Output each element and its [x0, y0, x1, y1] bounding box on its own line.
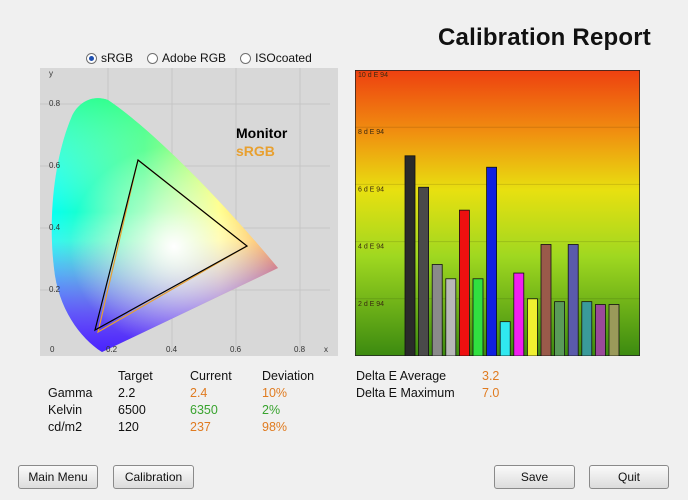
kelvin-current: 6350	[190, 403, 218, 417]
y-tick-label: 10 d E 94	[358, 72, 388, 79]
gamut-selector: sRGB Adobe RGB ISOcoated	[86, 51, 312, 65]
radio-label: Adobe RGB	[162, 51, 227, 65]
radio-srgb[interactable]: sRGB	[86, 51, 133, 65]
gamma-current: 2.4	[190, 386, 208, 400]
delta-e-bar	[581, 301, 593, 356]
tick-label: 0.6	[49, 161, 61, 170]
delta-e-bar	[526, 298, 538, 356]
delta-e-bar	[418, 186, 429, 356]
page-title: Calibration Report	[438, 24, 651, 51]
row-label-gamma: Gamma	[48, 386, 93, 400]
luminance-deviation: 98%	[262, 420, 288, 434]
delta-e-bar	[404, 155, 416, 356]
radio-label: ISOcoated	[255, 51, 312, 65]
delta-e-average-label: Delta E Average	[356, 369, 447, 383]
delta-e-bar	[486, 166, 498, 356]
y-tick-label: 2 d E 94	[358, 301, 384, 308]
luminance-current: 237	[190, 420, 211, 434]
header-current: Current	[190, 369, 232, 383]
tick-label: 0.2	[106, 345, 118, 354]
delta-e-bar	[445, 278, 457, 356]
delta-e-maximum-value: 7.0	[482, 386, 500, 400]
tick-label: 0.4	[49, 223, 61, 232]
tick-label: 0.6	[230, 345, 242, 354]
delta-e-bar	[472, 278, 484, 356]
row-label-kelvin: Kelvin	[48, 403, 83, 417]
legend-monitor: Monitor	[236, 125, 288, 141]
row-label-luminance: cd/m2	[48, 420, 83, 434]
radio-indicator[interactable]	[86, 52, 97, 64]
y-tick-label: 6 d E 94	[358, 186, 384, 193]
delta-e-bar	[540, 244, 552, 356]
radio-indicator[interactable]	[147, 52, 159, 64]
delta-e-bar	[554, 301, 566, 356]
kelvin-deviation: 2%	[262, 403, 281, 417]
legend-srgb: sRGB	[236, 143, 275, 159]
delta-e-bar	[608, 304, 620, 356]
header-deviation: Deviation	[262, 369, 315, 383]
delta-e-average-value: 3.2	[482, 369, 500, 383]
axis-label-y: y	[49, 69, 53, 78]
gamma-deviation: 10%	[262, 386, 288, 400]
kelvin-target: 6500	[118, 403, 146, 417]
delta-e-bar	[594, 304, 606, 356]
y-tick-label: 8 d E 94	[358, 129, 384, 136]
y-tick-label: 4 d E 94	[358, 244, 384, 251]
radio-indicator[interactable]	[240, 52, 252, 64]
delta-e-maximum-label: Delta E Maximum	[356, 386, 455, 400]
delta-e-bar	[513, 272, 525, 356]
main-menu-button[interactable]: Main Menu	[18, 465, 98, 489]
quit-button[interactable]: Quit	[589, 465, 669, 489]
tick-label: 0.2	[49, 285, 61, 294]
tick-label: 0	[50, 345, 55, 354]
radio-label: sRGB	[101, 51, 134, 65]
header-target: Target	[118, 369, 153, 383]
monitor-gamut-triangle	[94, 158, 249, 332]
axis-label-x: x	[324, 345, 328, 354]
gamma-target: 2.2	[118, 386, 136, 400]
delta-e-bar-chart: 10 d E 94 8 d E 94 6 d E 94 4 d E 94 2 d E 9…	[355, 70, 640, 356]
tick-label: 0.8	[294, 345, 306, 354]
delta-e-bar	[567, 244, 579, 356]
radio-adobe-rgb[interactable]: Adobe RGB	[147, 51, 226, 65]
cie-chromaticity-diagram: y 0.8 0.6 0.4 0.2 0 0.2 0.4 0.6 0.8 x Mo…	[40, 68, 338, 356]
save-button[interactable]: Save	[494, 465, 575, 489]
luminance-target: 120	[118, 420, 139, 434]
calibration-button[interactable]: Calibration	[113, 465, 194, 489]
tick-label: 0.4	[166, 345, 178, 354]
delta-e-bar	[499, 321, 511, 356]
delta-e-bar	[459, 209, 470, 356]
delta-e-bar	[431, 264, 443, 356]
radio-isocoated[interactable]: ISOcoated	[240, 51, 312, 65]
tick-label: 0.8	[49, 99, 61, 108]
